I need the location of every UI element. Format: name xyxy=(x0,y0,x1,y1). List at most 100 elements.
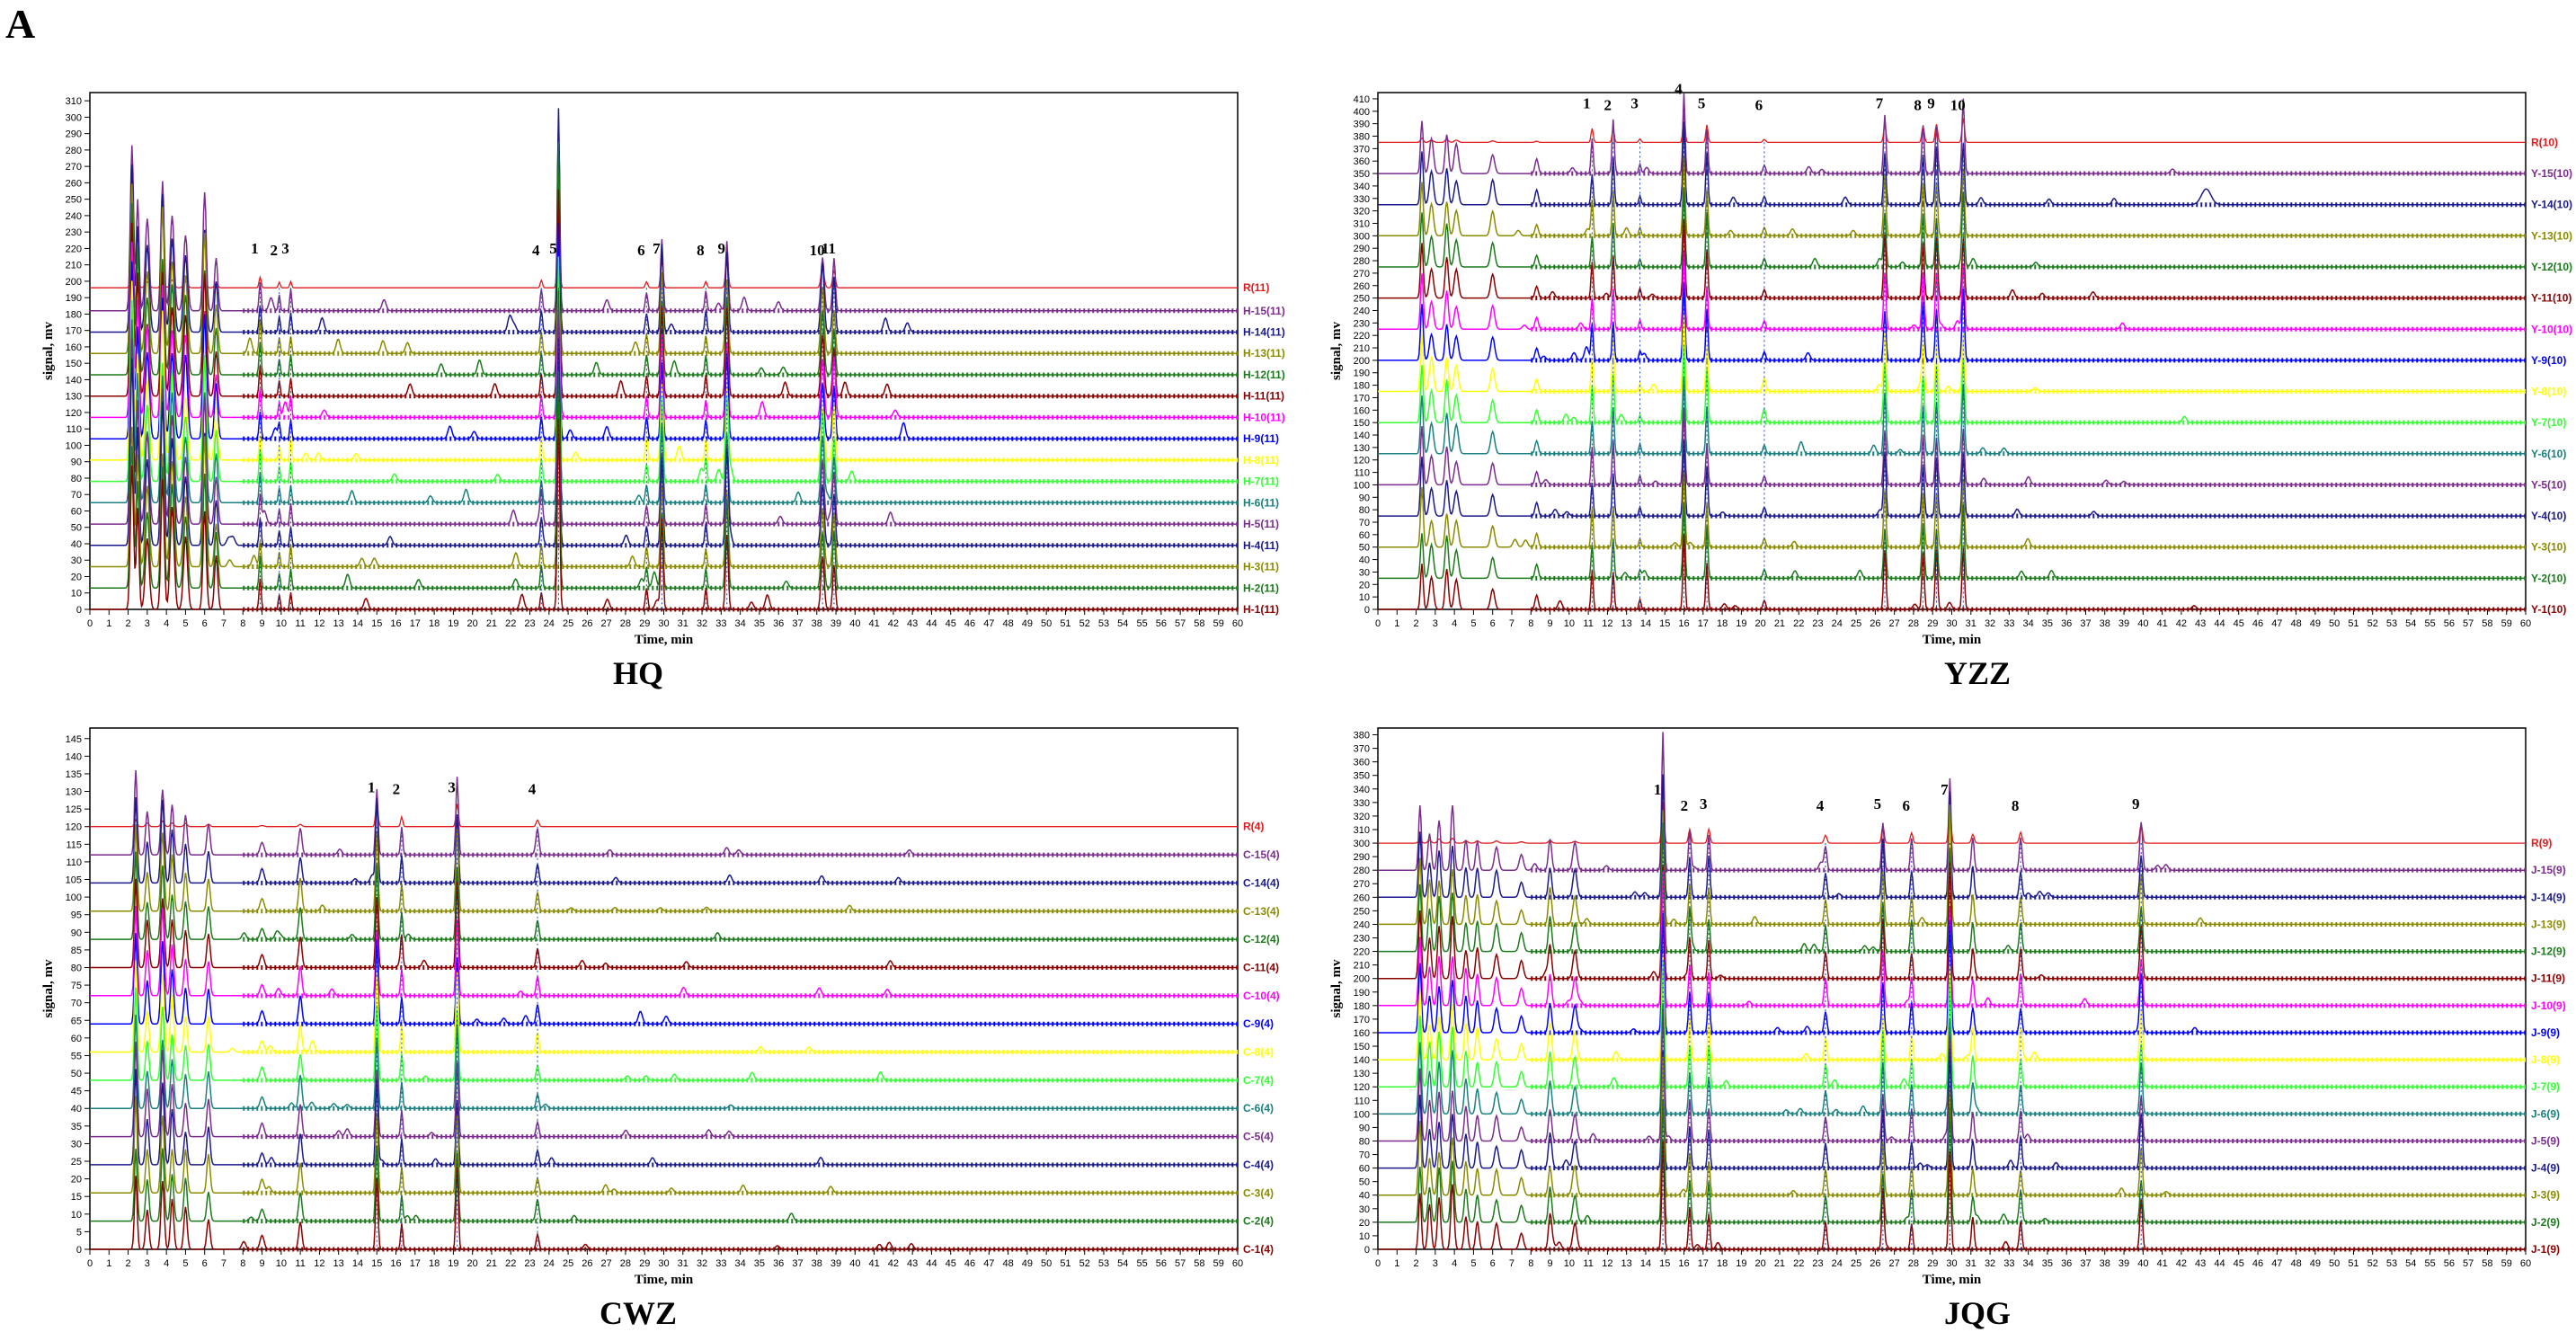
chart-panel-yzz: 0 10 20 30 40 50 60 70 80 90 100 110 120 130 140 150 160… xyxy=(1288,54,2576,691)
x-tick-label: 2 xyxy=(1414,618,1419,629)
x-tick-label: 51 xyxy=(1060,1258,1070,1269)
x-tick-label: 30 xyxy=(658,1258,669,1269)
x-tick-label: 25 xyxy=(563,618,573,629)
peak-label: 2 xyxy=(1681,797,1689,814)
y-tick-label: 280 xyxy=(1354,866,1370,876)
legend-label: J-14(9) xyxy=(2531,891,2566,903)
y-tick-label: 150 xyxy=(1354,418,1370,429)
x-tick-label: 30 xyxy=(658,618,669,629)
x-tick-label: 35 xyxy=(2042,618,2053,629)
peak-label: 2 xyxy=(393,781,401,798)
y-tick-label: 50 xyxy=(71,523,82,534)
legend-label: H-11(11) xyxy=(1243,390,1284,403)
x-tick-label: 33 xyxy=(715,618,726,629)
x-tick-label: 42 xyxy=(2176,618,2187,629)
x-tick-label: 36 xyxy=(773,618,784,629)
x-tick-label: 41 xyxy=(868,1258,879,1269)
x-tick-label: 40 xyxy=(2137,618,2148,629)
x-tick-label: 51 xyxy=(2348,1258,2358,1269)
x-tick-label: 37 xyxy=(792,618,803,629)
x-tick-label: 0 xyxy=(87,1258,93,1269)
series-line xyxy=(1378,250,2526,331)
x-tick-label: 1 xyxy=(1394,1258,1399,1269)
x-tick-label: 28 xyxy=(1908,1258,1919,1269)
x-tick-label: 15 xyxy=(1659,618,1670,629)
legend-label: Y-7(10) xyxy=(2531,416,2566,429)
x-tick-label: 27 xyxy=(601,1258,612,1269)
series-line xyxy=(90,385,1238,568)
x-tick-label: 8 xyxy=(1528,1258,1533,1269)
x-tick-label: 59 xyxy=(2501,618,2512,629)
x-tick-label: 6 xyxy=(202,618,208,629)
peak-label: 4 xyxy=(1817,797,1825,814)
x-tick-label: 5 xyxy=(1470,618,1476,629)
legend-label: H-7(11) xyxy=(1243,475,1279,488)
x-tick-label: 20 xyxy=(1755,1258,1766,1269)
y-tick-label: 390 xyxy=(1354,120,1370,130)
x-tick-label: 9 xyxy=(259,1258,264,1269)
y-tick-label: 30 xyxy=(71,1139,82,1150)
x-tick-label: 56 xyxy=(2444,618,2455,629)
x-tick-label: 18 xyxy=(429,1258,440,1269)
y-tick-label: 80 xyxy=(71,963,82,973)
y-tick-label: 60 xyxy=(1359,1164,1370,1175)
legend-label: C-15(4) xyxy=(1243,848,1280,861)
x-tick-label: 31 xyxy=(678,1258,688,1269)
x-tick-label: 54 xyxy=(1117,618,1128,629)
y-tick-label: 120 xyxy=(66,822,82,833)
y-tick-label: 0 xyxy=(1364,1245,1370,1256)
y-tick-label: 60 xyxy=(1359,530,1370,541)
x-tick-label: 25 xyxy=(563,1258,573,1269)
chart-panel-jqg: 0 10 20 30 40 50 60 70 80 90 100 110 120 130 140 150 160… xyxy=(1288,701,2576,1331)
x-tick-label: 26 xyxy=(1870,1258,1880,1269)
x-tick-label: 50 xyxy=(1041,618,1052,629)
x-tick-label: 26 xyxy=(1870,618,1880,629)
x-axis-label: Time, min xyxy=(635,1273,694,1287)
y-tick-label: 100 xyxy=(1354,1109,1370,1120)
plot-frame xyxy=(1377,92,2527,610)
y-tick-label: 300 xyxy=(1354,839,1370,849)
y-tick-label: 35 xyxy=(71,1122,82,1132)
series-line xyxy=(90,851,1238,940)
x-tick-label: 36 xyxy=(2061,1258,2072,1269)
peak-label: 3 xyxy=(1700,795,1708,813)
y-tick-label: 90 xyxy=(1359,493,1370,503)
chart-hq: 0102030405060708090100110120130140150160… xyxy=(41,92,1285,647)
y-tick-label: 5 xyxy=(76,1227,82,1238)
x-tick-label: 39 xyxy=(831,618,841,629)
x-tick-label: 23 xyxy=(1812,618,1823,629)
y-tick-label: 190 xyxy=(1354,988,1370,999)
y-tick-label: 380 xyxy=(1354,731,1370,741)
y-tick-label: 200 xyxy=(1354,974,1370,985)
x-tick-label: 52 xyxy=(1079,1258,1090,1269)
legend-label: J-15(9) xyxy=(2531,864,2566,876)
peak-label: 5 xyxy=(1698,94,1706,111)
legend-label: J-11(9) xyxy=(2531,972,2565,985)
legend-label: H-4(11) xyxy=(1243,539,1279,552)
y-tick-label: 40 xyxy=(1359,555,1370,566)
x-tick-label: 19 xyxy=(1736,618,1746,629)
peak-label: 3 xyxy=(281,240,289,257)
y-tick-label: 300 xyxy=(66,112,82,123)
x-tick-label: 7 xyxy=(1509,618,1515,629)
y-tick-label: 40 xyxy=(71,539,82,550)
x-tick-label: 20 xyxy=(467,1258,478,1269)
x-tick-label: 4 xyxy=(164,1258,169,1269)
x-tick-label: 27 xyxy=(1889,618,1900,629)
peak-label: 8 xyxy=(1914,96,1922,113)
x-tick-label: 29 xyxy=(639,1258,650,1269)
y-tick-label: 10 xyxy=(1359,1231,1370,1242)
legend-label: C-4(4) xyxy=(1243,1159,1274,1171)
x-tick-label: 42 xyxy=(888,1258,899,1269)
x-tick-label: 19 xyxy=(1736,1258,1746,1269)
legend-label: R(11) xyxy=(1243,281,1269,294)
y-tick-label: 60 xyxy=(71,506,82,517)
y-tick-label: 180 xyxy=(1354,381,1370,392)
x-tick-label: 18 xyxy=(1717,1258,1728,1269)
x-tick-label: 16 xyxy=(1678,1258,1689,1269)
y-tick-label: 50 xyxy=(1359,543,1370,554)
legend-label: H-9(11) xyxy=(1243,432,1279,445)
y-tick-label: 360 xyxy=(1354,156,1370,167)
peak-label: 4 xyxy=(1674,80,1683,97)
x-tick-label: 56 xyxy=(2444,1258,2455,1269)
